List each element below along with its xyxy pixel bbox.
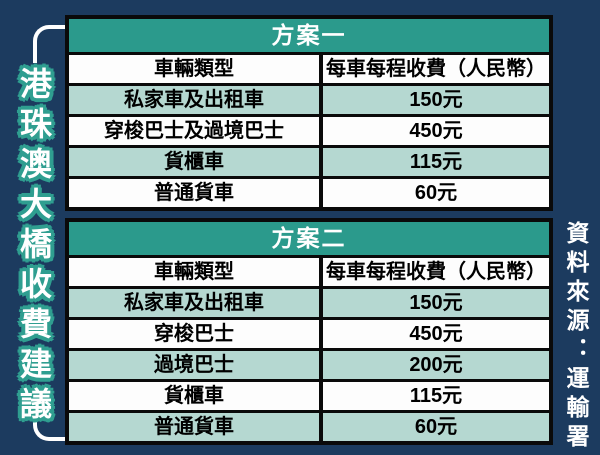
vehicle-type-cell: 貨櫃車 <box>69 148 319 176</box>
column-header-fee: 每車每程收費（人民幣） <box>323 258 549 286</box>
column-header-row: 車輛類型 每車每程收費（人民幣） <box>69 258 549 286</box>
column-header-vehicle: 車輛類型 <box>69 258 319 286</box>
bracket-top-curve <box>33 25 71 63</box>
tables-container: 方案一 車輛類型 每車每程收費（人民幣） 私家車及出租車 150元 穿梭巴士及過… <box>65 15 553 445</box>
fee-cell: 60元 <box>323 179 549 207</box>
source-credit: 資料來源：運輸署 <box>563 221 589 453</box>
column-header-fee: 每車每程收費（人民幣） <box>323 55 549 83</box>
table-title: 方案一 <box>69 19 549 52</box>
fee-cell: 200元 <box>323 351 549 379</box>
table-row: 私家車及出租車 150元 <box>69 86 549 114</box>
table-row: 貨櫃車 115元 <box>69 148 549 176</box>
vehicle-type-cell: 穿梭巴士及過境巴士 <box>69 117 319 145</box>
page-title: 港珠澳大橋收費建議 <box>16 67 52 427</box>
table-row: 私家車及出租車 150元 <box>69 289 549 317</box>
column-header-vehicle: 車輛類型 <box>69 55 319 83</box>
fee-cell: 115元 <box>323 148 549 176</box>
table-row: 穿梭巴士及過境巴士 450元 <box>69 117 549 145</box>
fee-cell: 60元 <box>323 413 549 441</box>
table-title: 方案二 <box>69 222 549 255</box>
vehicle-type-cell: 過境巴士 <box>69 351 319 379</box>
fee-cell: 450元 <box>323 320 549 348</box>
vehicle-type-cell: 私家車及出租車 <box>69 289 319 317</box>
vehicle-type-cell: 普通貨車 <box>69 413 319 441</box>
table-row: 過境巴士 200元 <box>69 351 549 379</box>
toll-table-plan-1: 方案一 車輛類型 每車每程收費（人民幣） 私家車及出租車 150元 穿梭巴士及過… <box>65 15 553 211</box>
table-row: 貨櫃車 115元 <box>69 382 549 410</box>
vehicle-type-cell: 普通貨車 <box>69 179 319 207</box>
table-row: 普通貨車 60元 <box>69 413 549 441</box>
toll-table-plan-2: 方案二 車輛類型 每車每程收費（人民幣） 私家車及出租車 150元 穿梭巴士 4… <box>65 218 553 445</box>
vehicle-type-cell: 穿梭巴士 <box>69 320 319 348</box>
table-row: 普通貨車 60元 <box>69 179 549 207</box>
vehicle-type-cell: 私家車及出租車 <box>69 86 319 114</box>
fee-cell: 115元 <box>323 382 549 410</box>
fee-cell: 150元 <box>323 289 549 317</box>
column-header-row: 車輛類型 每車每程收費（人民幣） <box>69 55 549 83</box>
fee-cell: 450元 <box>323 117 549 145</box>
bracket-bottom-curve <box>33 403 71 441</box>
vehicle-type-cell: 貨櫃車 <box>69 382 319 410</box>
fee-cell: 150元 <box>323 86 549 114</box>
table-row: 穿梭巴士 450元 <box>69 320 549 348</box>
